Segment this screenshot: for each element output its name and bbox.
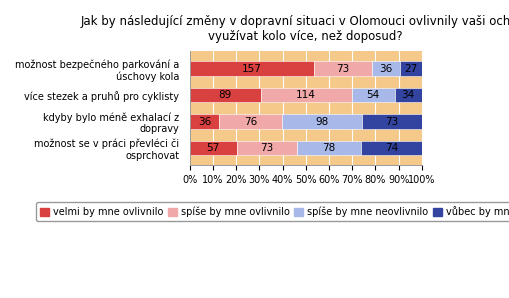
Bar bbox=[394, 88, 422, 103]
Bar bbox=[237, 141, 297, 156]
Text: 73: 73 bbox=[260, 143, 273, 153]
Bar bbox=[190, 141, 237, 156]
Bar bbox=[372, 61, 401, 76]
Bar bbox=[281, 114, 362, 129]
Text: 89: 89 bbox=[218, 90, 232, 100]
Bar bbox=[314, 61, 372, 76]
Bar bbox=[362, 114, 422, 129]
Legend: velmi by mne ovlivnilo, spíše by mne ovlivnilo, spíše by mne neovlivnilo, vůbec : velmi by mne ovlivnilo, spíše by mne ovl… bbox=[36, 202, 509, 221]
Text: 36: 36 bbox=[380, 63, 393, 74]
Text: 76: 76 bbox=[244, 117, 257, 127]
Text: 74: 74 bbox=[385, 143, 398, 153]
Text: 57: 57 bbox=[207, 143, 220, 153]
Text: 34: 34 bbox=[402, 90, 415, 100]
Bar bbox=[352, 88, 394, 103]
Text: 73: 73 bbox=[385, 117, 399, 127]
Text: 73: 73 bbox=[336, 63, 350, 74]
Bar bbox=[190, 114, 219, 129]
Text: 27: 27 bbox=[405, 63, 418, 74]
Text: 78: 78 bbox=[322, 143, 335, 153]
Bar bbox=[190, 88, 261, 103]
Text: 157: 157 bbox=[242, 63, 262, 74]
Bar bbox=[190, 61, 314, 76]
Bar bbox=[261, 88, 352, 103]
Text: 36: 36 bbox=[198, 117, 211, 127]
Title: Jak by následující změny v dopravní situaci v Olomouci ovlivnily vaši ochotu
vyu: Jak by následující změny v dopravní situ… bbox=[81, 15, 509, 43]
Text: 98: 98 bbox=[315, 117, 328, 127]
Bar bbox=[219, 114, 281, 129]
Bar bbox=[361, 141, 422, 156]
Text: 114: 114 bbox=[296, 90, 316, 100]
Text: 54: 54 bbox=[366, 90, 380, 100]
Bar bbox=[297, 141, 361, 156]
Bar bbox=[401, 61, 422, 76]
